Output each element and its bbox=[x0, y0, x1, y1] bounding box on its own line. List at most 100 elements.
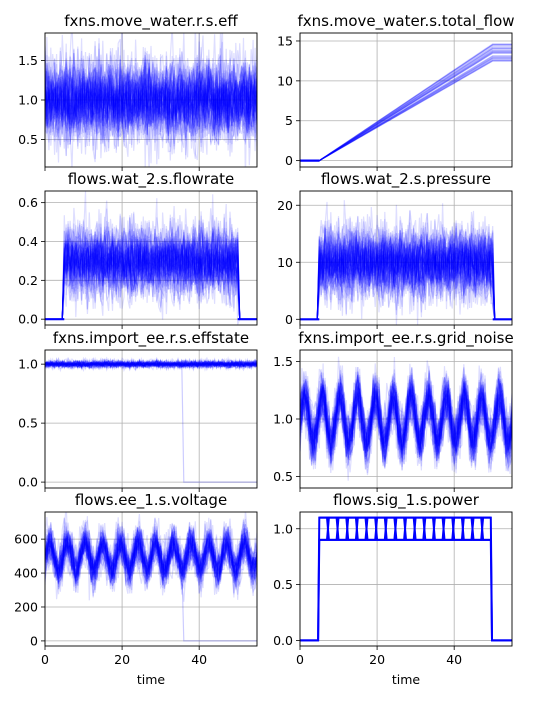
series-line bbox=[300, 51, 512, 162]
series-line bbox=[300, 229, 512, 320]
series-line bbox=[45, 360, 257, 369]
series-line bbox=[45, 534, 257, 583]
series-group bbox=[300, 356, 512, 481]
series-line bbox=[300, 47, 512, 162]
series-line bbox=[45, 357, 257, 371]
subplot-3: 0.0 0.2 0.4 0.6 flows.wat_2.s.flowrate bbox=[18, 170, 258, 329]
series-line bbox=[45, 205, 257, 320]
series-line bbox=[45, 359, 257, 369]
series-line bbox=[45, 357, 257, 369]
series-line bbox=[45, 220, 257, 320]
y-tick-label: 1.5 bbox=[18, 53, 38, 68]
series-line bbox=[300, 356, 512, 481]
series-line bbox=[300, 222, 512, 320]
series-line bbox=[300, 238, 512, 320]
series-line bbox=[45, 191, 257, 320]
series-line bbox=[45, 360, 257, 369]
y-tick-label: 1.5 bbox=[273, 354, 293, 369]
series-line bbox=[300, 43, 512, 162]
series-line bbox=[300, 224, 512, 320]
series-line bbox=[45, 47, 257, 141]
series-line bbox=[300, 222, 512, 320]
series-line bbox=[45, 218, 257, 320]
series-line bbox=[45, 64, 257, 136]
series-line bbox=[45, 227, 257, 320]
y-tick-label: 5 bbox=[285, 113, 293, 128]
series-line bbox=[300, 47, 512, 162]
series-line bbox=[300, 44, 512, 162]
series-line bbox=[45, 227, 257, 320]
series-line bbox=[300, 227, 512, 320]
series-line bbox=[300, 43, 512, 162]
series-line bbox=[300, 219, 512, 320]
y-tick-label: 10 bbox=[277, 73, 293, 88]
series-line bbox=[300, 370, 512, 472]
series-line bbox=[45, 517, 257, 592]
series-line bbox=[45, 357, 257, 371]
series-line bbox=[45, 34, 257, 157]
series-line bbox=[300, 378, 512, 459]
series-line bbox=[45, 359, 257, 370]
series-line bbox=[300, 45, 512, 162]
series-line bbox=[45, 61, 257, 133]
series-line bbox=[45, 521, 257, 593]
series-line bbox=[300, 203, 512, 320]
series-line bbox=[45, 524, 257, 580]
series-line bbox=[300, 380, 512, 466]
series-line bbox=[300, 60, 512, 162]
subplot-7: 0 200 400 600 0 20 40 time flows.ee_1.s.voltage bbox=[14, 491, 258, 687]
series-line bbox=[45, 360, 257, 368]
series-line bbox=[300, 44, 512, 162]
series-line bbox=[45, 534, 257, 581]
series-line bbox=[300, 220, 512, 320]
series-line bbox=[45, 518, 257, 594]
series-line bbox=[300, 369, 512, 473]
series-line bbox=[45, 61, 257, 139]
series-line bbox=[300, 46, 512, 162]
series-line bbox=[300, 380, 512, 462]
series-line bbox=[45, 360, 257, 368]
series-line bbox=[300, 384, 512, 458]
series-line bbox=[45, 356, 257, 373]
series-line bbox=[45, 358, 257, 369]
series-line bbox=[45, 236, 257, 320]
series-line bbox=[45, 50, 257, 154]
series-line bbox=[300, 371, 512, 471]
series-line bbox=[45, 356, 257, 372]
series-line bbox=[45, 207, 257, 320]
series-line bbox=[45, 227, 257, 320]
subplot-title: fxns.move_water.s.total_flow bbox=[297, 12, 514, 31]
series-line bbox=[45, 356, 257, 371]
series-line bbox=[300, 216, 512, 320]
series-line bbox=[45, 221, 257, 320]
y-tick-label: 600 bbox=[14, 532, 38, 547]
series-line bbox=[45, 358, 257, 371]
series-line bbox=[45, 358, 257, 371]
series-line bbox=[45, 356, 257, 372]
series-line bbox=[300, 381, 512, 451]
series-line bbox=[300, 372, 512, 463]
series-line bbox=[45, 356, 257, 372]
series-line bbox=[45, 198, 257, 320]
series-line bbox=[300, 46, 512, 162]
y-tick-label: 0.2 bbox=[18, 273, 38, 288]
series-line bbox=[45, 518, 257, 589]
series-line bbox=[45, 356, 257, 372]
series-line bbox=[300, 232, 512, 320]
series-line bbox=[300, 49, 512, 162]
series-line bbox=[45, 534, 257, 582]
series-line bbox=[45, 532, 257, 580]
series-line bbox=[45, 237, 257, 320]
series-line bbox=[45, 63, 257, 137]
series-line bbox=[45, 517, 257, 597]
series-line bbox=[45, 54, 257, 149]
series-line bbox=[300, 238, 512, 320]
series-line bbox=[45, 359, 257, 370]
series-line bbox=[45, 64, 257, 139]
series-line bbox=[45, 528, 257, 581]
y-tick-label: 0.0 bbox=[273, 633, 293, 648]
series-line bbox=[45, 534, 257, 586]
series-line bbox=[300, 375, 512, 472]
series-line bbox=[300, 364, 512, 460]
series-line bbox=[300, 55, 512, 162]
